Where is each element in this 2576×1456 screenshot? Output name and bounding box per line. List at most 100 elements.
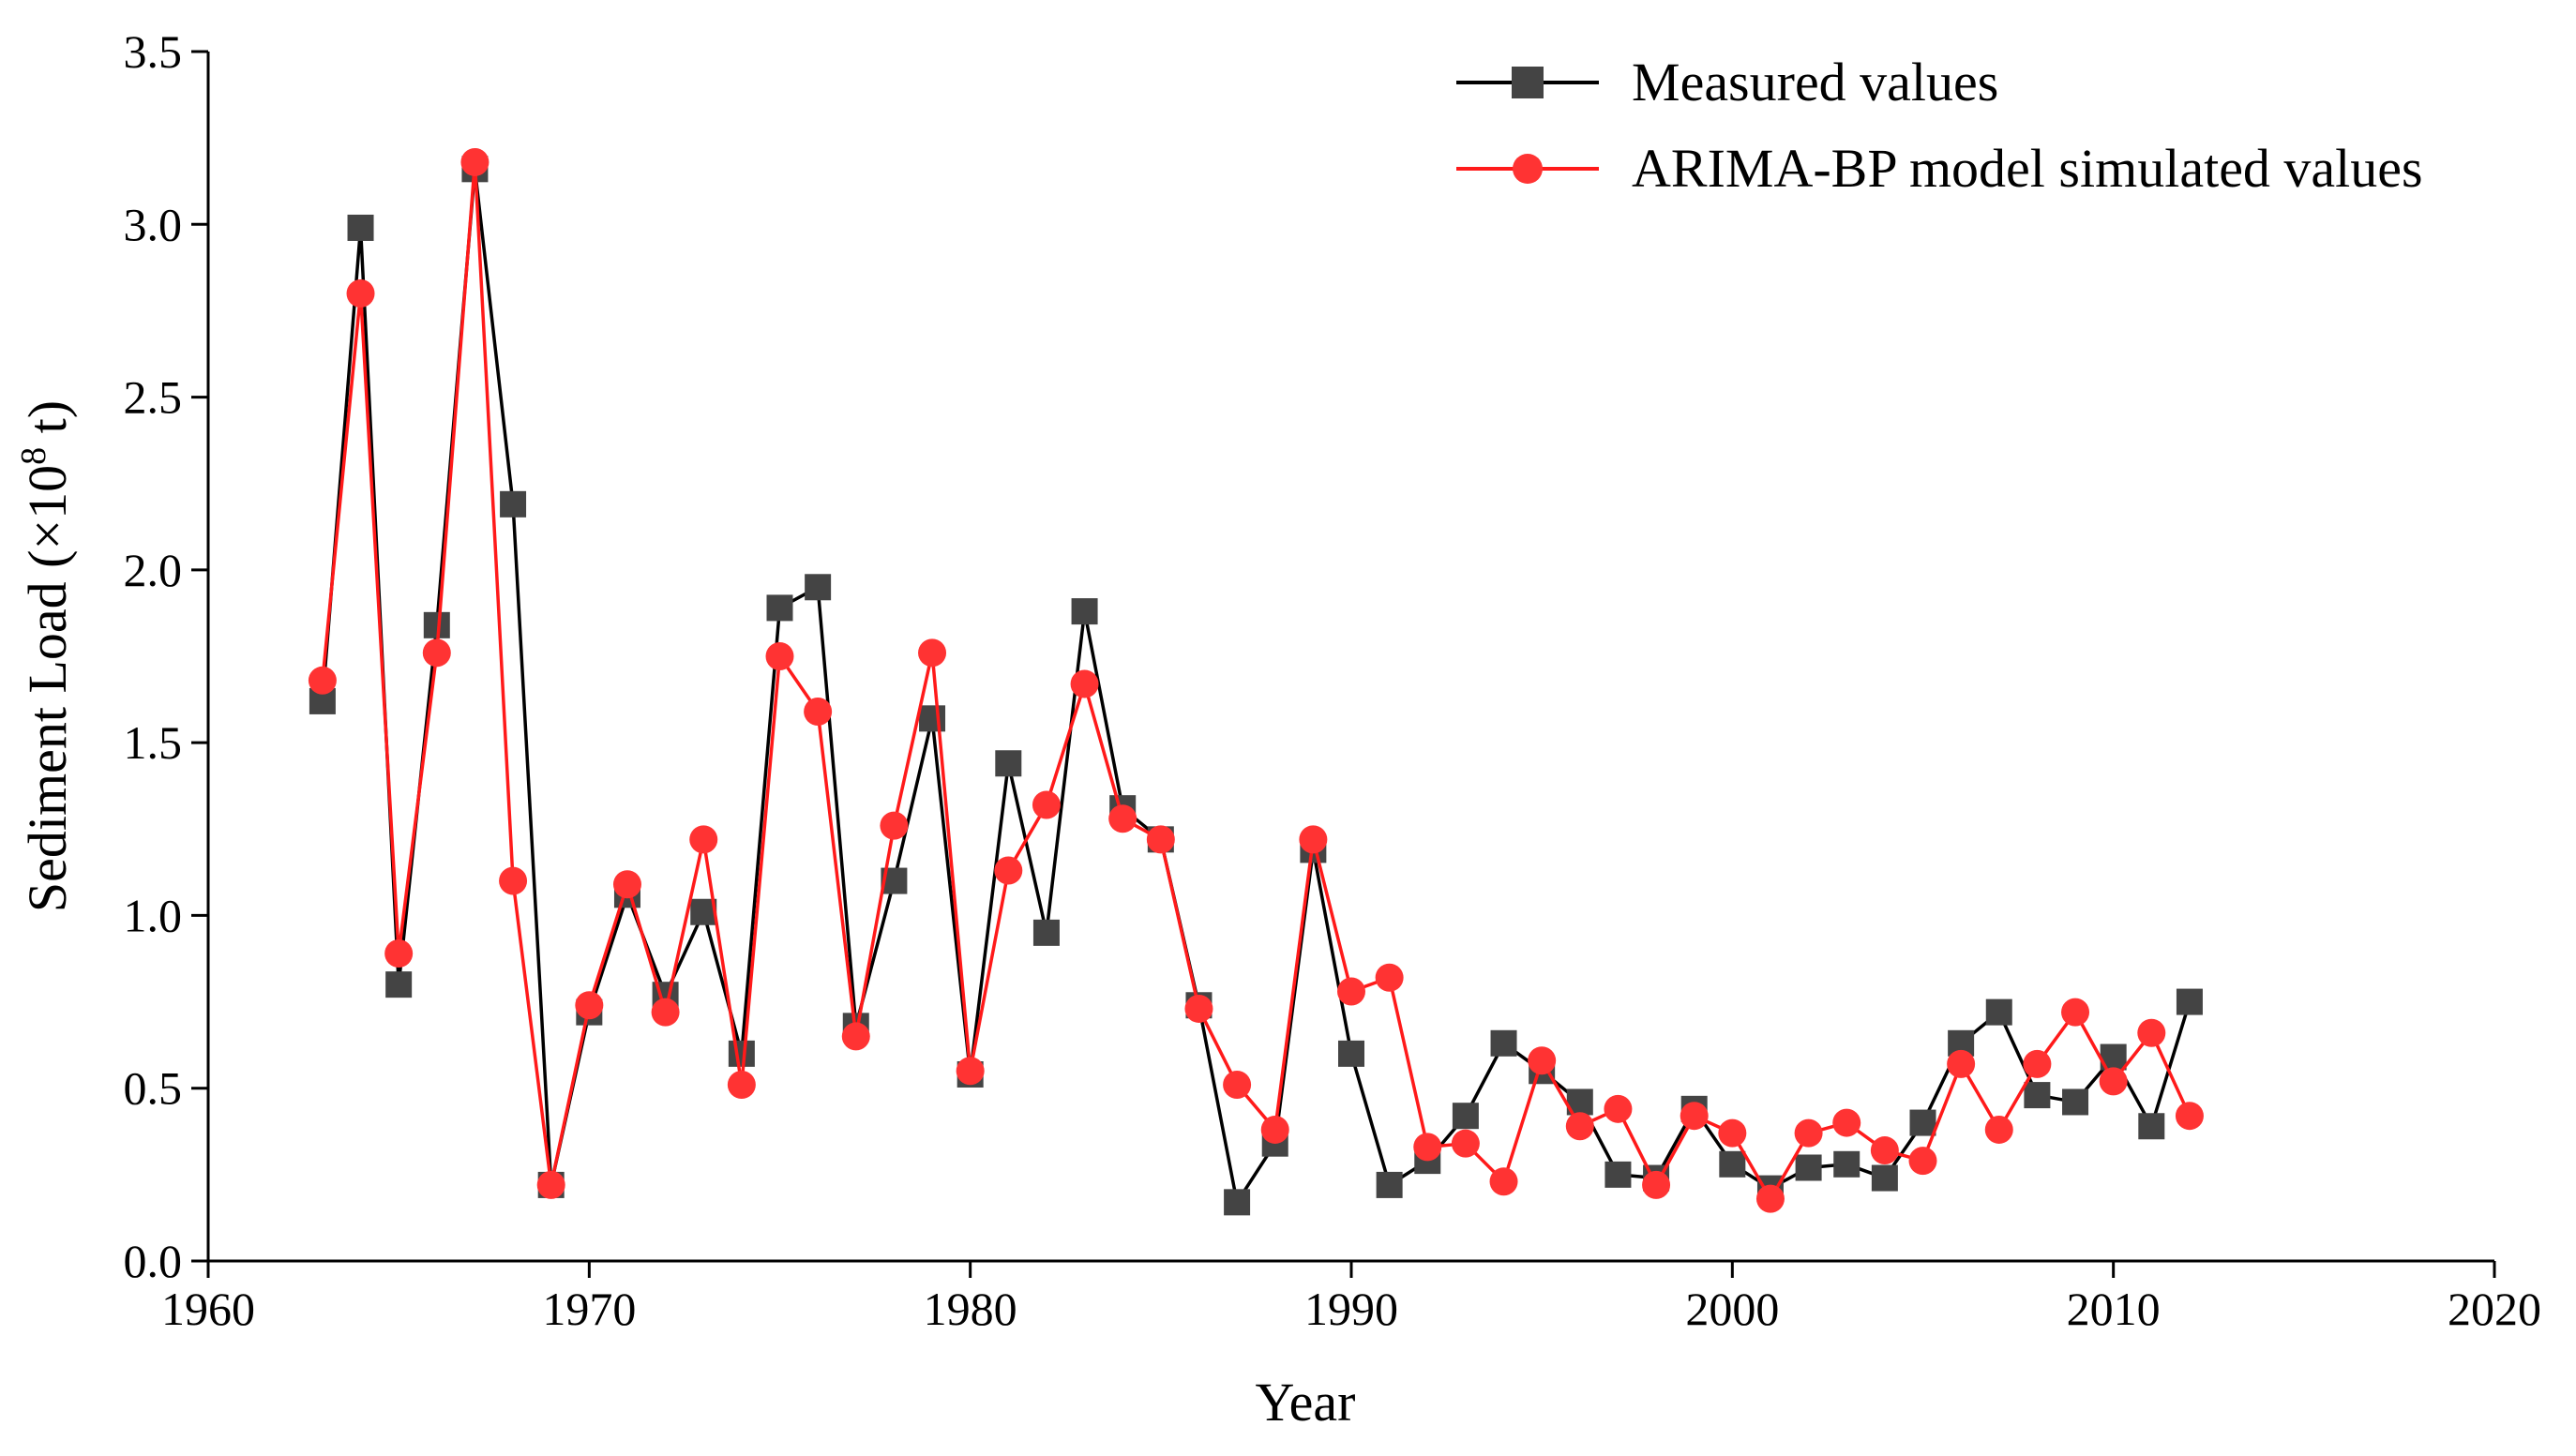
- data-point-simulated: [1832, 1108, 1861, 1137]
- data-point-simulated: [651, 998, 680, 1027]
- data-point-simulated: [1032, 790, 1061, 819]
- x-ticks: 1960 1970 1980 1990 2000 2010 2020: [161, 1261, 2541, 1335]
- x-tick-label: 2000: [1685, 1283, 1779, 1335]
- y-axis-title-suffix: t): [17, 400, 78, 447]
- data-point-simulated: [1680, 1102, 1709, 1131]
- data-point-simulated: [727, 1071, 756, 1100]
- series-line: [321, 160, 2192, 1201]
- data-point-measured: [1376, 1171, 1403, 1198]
- data-point-measured: [1833, 1150, 1860, 1178]
- data-point-simulated: [2099, 1067, 2128, 1096]
- data-point-measured: [2024, 1082, 2051, 1109]
- data-point-simulated: [994, 856, 1023, 885]
- data-point-simulated: [880, 811, 909, 840]
- data-point-measured: [728, 1040, 755, 1067]
- data-point-simulated: [804, 697, 833, 726]
- data-point-simulated: [1223, 1071, 1252, 1100]
- data-point-measured: [995, 750, 1022, 777]
- legend-marker-simulated: [1513, 154, 1543, 184]
- legend-marker-measured: [1512, 67, 1544, 98]
- data-point-measured: [1071, 598, 1098, 625]
- data-point-simulated: [1299, 825, 1328, 854]
- data-point-measured: [2176, 988, 2203, 1015]
- data-point-measured: [1909, 1109, 1936, 1136]
- data-point-simulated: [841, 1022, 870, 1051]
- data-point-simulated: [1413, 1133, 1442, 1162]
- data-point-simulated: [1565, 1112, 1594, 1141]
- y-tick-label: 2.5: [124, 371, 183, 424]
- data-point-simulated: [499, 866, 528, 895]
- data-point-simulated: [1984, 1115, 2013, 1144]
- data-point-measured: [1795, 1154, 1822, 1181]
- data-point-measured: [2062, 1088, 2089, 1116]
- data-point-simulated: [536, 1170, 565, 1199]
- data-point-simulated: [1070, 669, 1099, 698]
- data-point-measured: [1985, 998, 2012, 1026]
- legend-entry-measured: Measured values: [1456, 52, 1998, 113]
- series-layer: [308, 147, 2204, 1216]
- y-tick-label: 1.5: [124, 716, 183, 769]
- y-tick-label: 2.0: [124, 544, 183, 596]
- data-point-measured: [919, 705, 946, 732]
- series-measured: [309, 156, 2203, 1216]
- y-axis-title-main: Sediment Load (×10: [17, 465, 78, 912]
- x-tick-label: 1980: [924, 1283, 1017, 1335]
- data-point-simulated: [1870, 1136, 1899, 1165]
- data-point-simulated: [1604, 1094, 1633, 1123]
- data-point-measured: [805, 574, 832, 601]
- series-simulated: [308, 147, 2204, 1213]
- legend-label-measured: Measured values: [1632, 52, 1998, 113]
- data-point-measured: [1032, 919, 1060, 946]
- data-point-simulated: [1451, 1129, 1480, 1158]
- data-point-simulated: [918, 638, 947, 668]
- data-point-measured: [500, 490, 527, 518]
- legend: Measured values ARIMA-BP model simulated…: [1456, 52, 2423, 199]
- data-point-simulated: [2023, 1049, 2052, 1078]
- data-point-measured: [1871, 1164, 1898, 1192]
- data-point-simulated: [308, 666, 337, 695]
- data-point-simulated: [689, 825, 718, 854]
- x-axis-title: Year: [1256, 1372, 1356, 1433]
- data-point-measured: [1490, 1029, 1517, 1057]
- y-axis-title-superscript: 8: [14, 447, 53, 465]
- data-point-simulated: [422, 638, 451, 668]
- data-point-simulated: [575, 991, 604, 1020]
- data-point-simulated: [612, 870, 641, 899]
- x-tick-label: 1990: [1304, 1283, 1398, 1335]
- data-point-simulated: [2061, 998, 2090, 1027]
- data-point-simulated: [1146, 825, 1175, 854]
- data-point-measured: [2138, 1113, 2165, 1140]
- data-point-simulated: [956, 1057, 985, 1086]
- data-point-measured: [1604, 1161, 1632, 1188]
- data-point-simulated: [1260, 1115, 1289, 1144]
- data-point-measured: [1224, 1189, 1251, 1216]
- data-point-simulated: [1375, 963, 1404, 992]
- y-axis-title: Sediment Load (×108 t): [14, 400, 78, 912]
- data-point-simulated: [1528, 1046, 1557, 1075]
- data-point-simulated: [460, 147, 490, 176]
- data-point-simulated: [1337, 977, 1365, 1006]
- y-tick-label: 3.5: [124, 25, 183, 78]
- data-point-simulated: [1184, 994, 1213, 1023]
- data-point-measured: [1719, 1150, 1746, 1178]
- x-tick-label: 1960: [161, 1283, 255, 1335]
- x-tick-label: 2020: [2448, 1283, 2541, 1335]
- data-point-simulated: [1718, 1118, 1747, 1148]
- data-point-simulated: [384, 938, 414, 968]
- data-point-simulated: [1489, 1167, 1518, 1196]
- legend-entry-simulated: ARIMA-BP model simulated values: [1456, 138, 2423, 199]
- axes: [206, 52, 2494, 1263]
- y-tick-label: 3.0: [124, 198, 183, 250]
- data-point-measured: [1452, 1103, 1479, 1130]
- data-point-simulated: [1947, 1049, 1976, 1078]
- data-point-simulated: [765, 642, 794, 670]
- x-tick-label: 2010: [2067, 1283, 2161, 1335]
- legend-label-simulated: ARIMA-BP model simulated values: [1632, 138, 2423, 199]
- data-point-measured: [766, 594, 793, 622]
- data-point-simulated: [1755, 1184, 1785, 1213]
- y-tick-label: 0.5: [124, 1062, 183, 1115]
- data-point-simulated: [1908, 1147, 1937, 1176]
- data-point-measured: [1338, 1040, 1364, 1067]
- data-point-simulated: [1794, 1118, 1823, 1148]
